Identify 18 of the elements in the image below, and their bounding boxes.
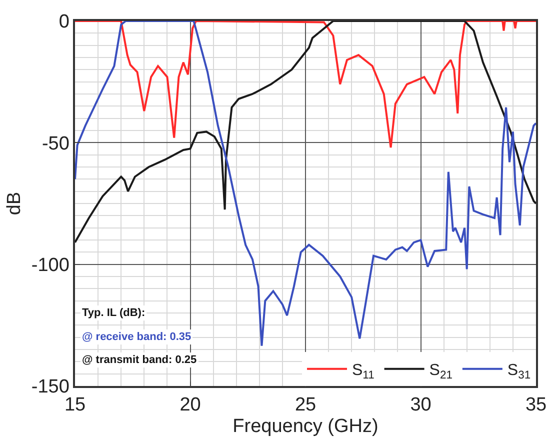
legend-label: S$_{31}$ — [507, 362, 531, 382]
annotation: Typ. IL (dB): — [82, 307, 146, 319]
x-axis-title: Frequency (GHz) — [232, 416, 378, 437]
line-series — [75, 21, 536, 347]
y-tick-label: -50 — [42, 133, 70, 154]
y-axis-title: dB — [4, 192, 25, 216]
x-tick-label: 25 — [294, 394, 316, 416]
annotation: @ transmit band: 0.25 — [82, 354, 197, 366]
legend-label: S$_{21}$ — [429, 362, 452, 382]
x-tick-label: 20 — [180, 394, 201, 416]
x-tick-label: 30 — [410, 394, 432, 416]
legend-label: S$_{11}$ — [352, 362, 374, 382]
line-series — [75, 21, 536, 244]
x-tick-label: 35 — [525, 394, 547, 416]
annotation: @ receive band: 0.35 — [82, 331, 192, 343]
y-tick-label: 0 — [58, 12, 70, 33]
y-tick-label: -100 — [31, 254, 70, 276]
line-series — [75, 21, 536, 149]
